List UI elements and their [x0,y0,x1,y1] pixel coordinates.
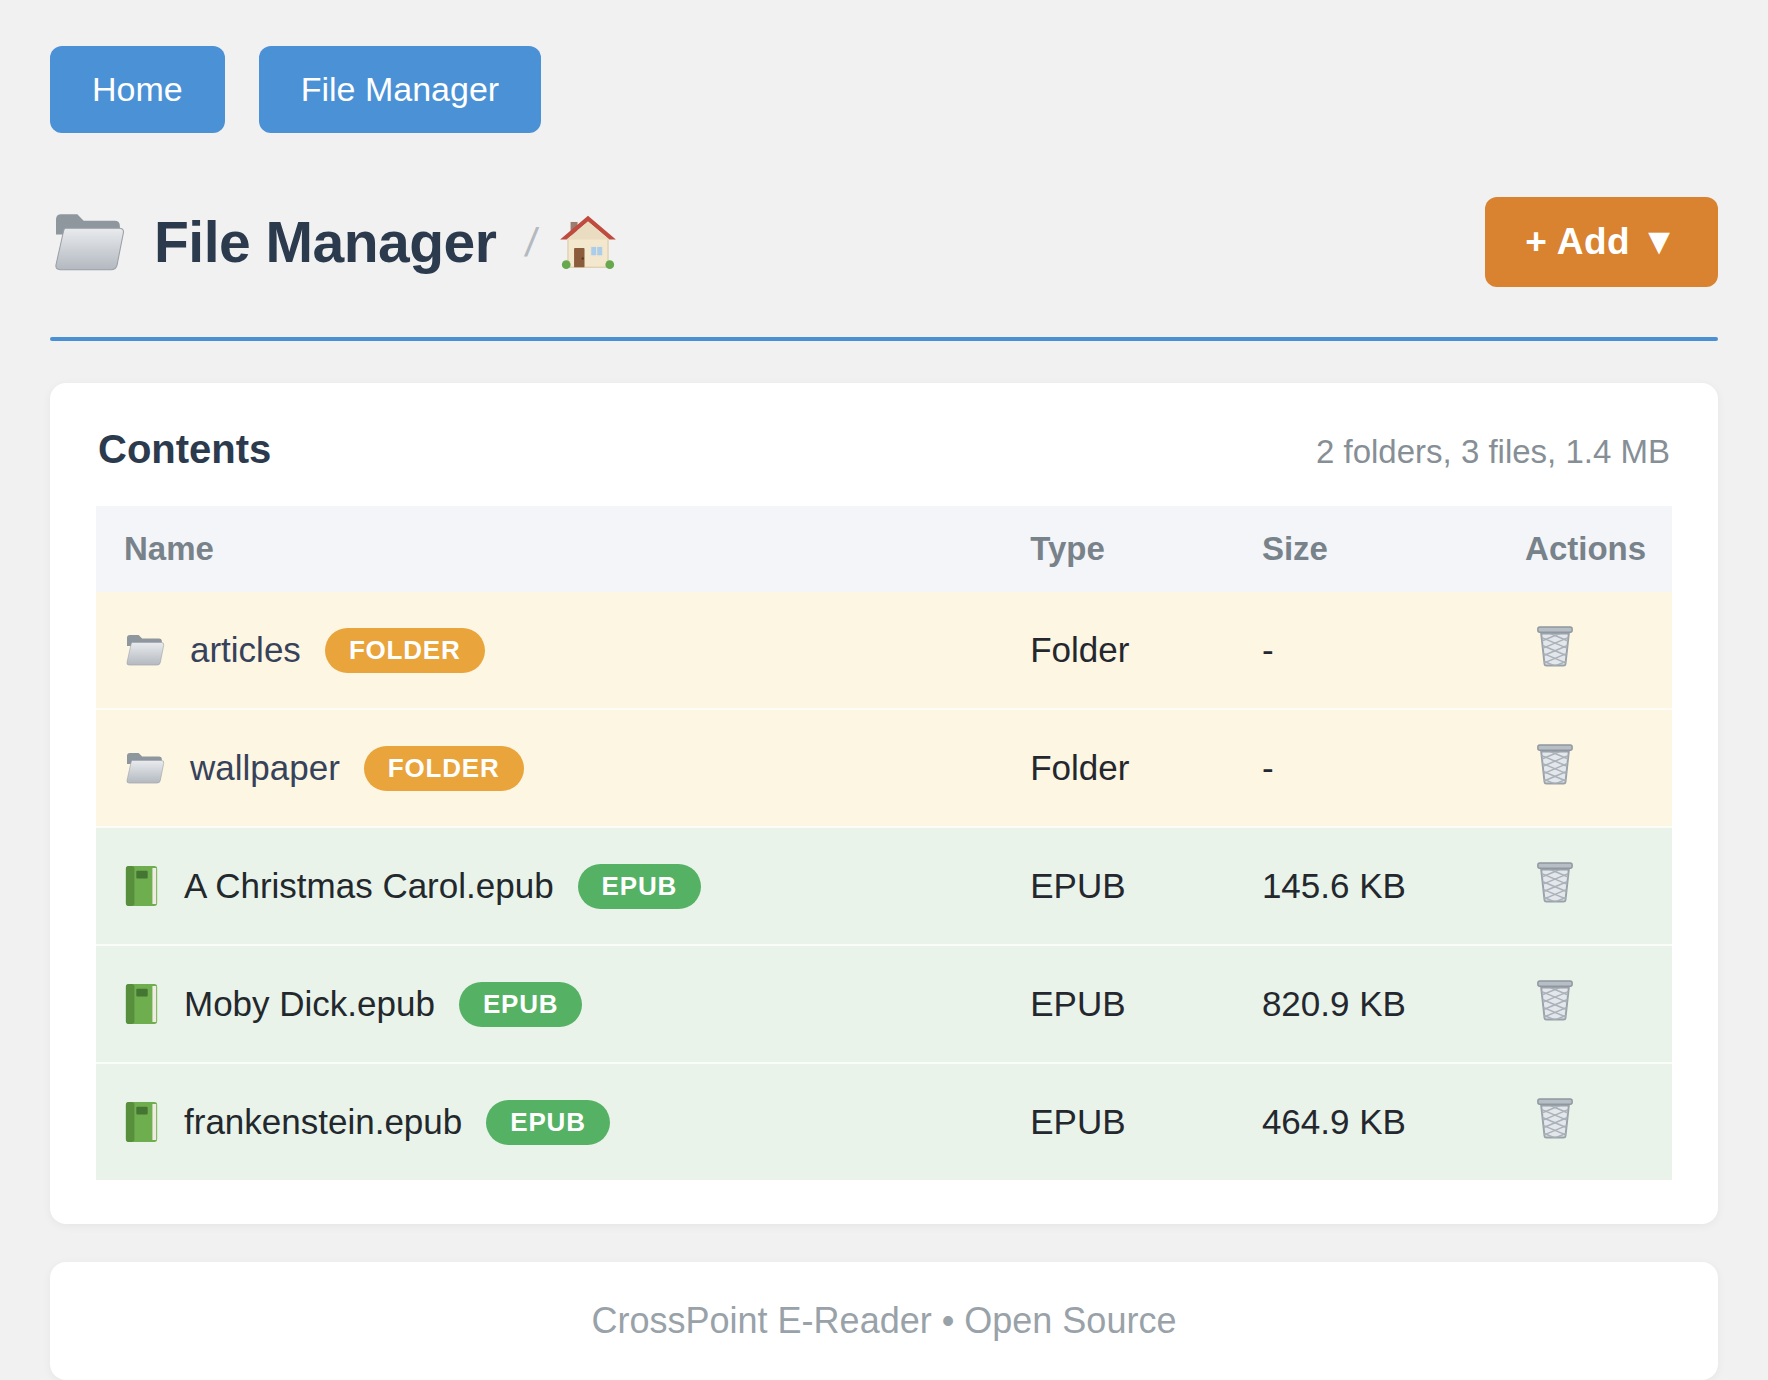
size-cell: 820.9 KB [1234,945,1497,1063]
size-cell: 464.9 KB [1234,1063,1497,1180]
file-table: Name Type Size Actions articles FOLDER [96,506,1672,1180]
size-cell: - [1234,592,1497,709]
file-name: wallpaper [190,748,340,788]
trash-icon [1535,1096,1575,1140]
table-row[interactable]: Moby Dick.epub EPUB EPUB 820.9 KB [96,945,1672,1063]
delete-button[interactable] [1535,1096,1575,1140]
title-group: File Manager / [50,209,616,275]
folder-icon [124,750,166,786]
delete-button[interactable] [1535,978,1575,1022]
contents-card: Contents 2 folders, 3 files, 1.4 MB Name… [50,383,1718,1224]
delete-button[interactable] [1535,742,1575,786]
page-header: File Manager / + Add ▼ [50,197,1718,287]
type-cell: EPUB [1002,1063,1234,1180]
delete-button[interactable] [1535,624,1575,668]
file-name: A Christmas Carol.epub [184,866,554,906]
type-cell: EPUB [1002,827,1234,945]
name-cell: Moby Dick.epub EPUB [96,945,1002,1063]
table-row[interactable]: articles FOLDER Folder - [96,592,1672,709]
nav-buttons: Home File Manager [50,46,1718,133]
actions-cell [1497,945,1672,1063]
actions-cell [1497,709,1672,827]
delete-button[interactable] [1535,860,1575,904]
breadcrumb-separator: / [523,220,540,265]
name-cell: A Christmas Carol.epub EPUB [96,827,1002,945]
epub-badge: EPUB [578,864,701,909]
folder-badge: FOLDER [364,746,524,791]
divider [50,337,1718,341]
contents-title: Contents [98,427,271,472]
table-header: Name Type Size Actions [96,506,1672,592]
column-header-type: Type [1002,506,1234,592]
type-cell: EPUB [1002,945,1234,1063]
contents-summary: 2 folders, 3 files, 1.4 MB [1316,433,1670,471]
trash-icon [1535,860,1575,904]
epub-badge: EPUB [486,1100,609,1145]
name-cell: articles FOLDER [96,592,1002,709]
add-button[interactable]: + Add ▼ [1485,197,1718,287]
book-icon [124,1101,160,1143]
folder-icon [124,632,166,668]
page: Home File Manager File Manager / + Add ▼… [0,0,1768,1380]
type-cell: Folder [1002,592,1234,709]
footer-text: CrossPoint E-Reader • Open Source [592,1300,1177,1341]
column-header-size: Size [1234,506,1497,592]
name-cell: wallpaper FOLDER [96,709,1002,827]
trash-icon [1535,978,1575,1022]
table-row[interactable]: frankenstein.epub EPUB EPUB 464.9 KB [96,1063,1672,1180]
column-header-actions: Actions [1497,506,1672,592]
trash-icon [1535,624,1575,668]
table-row[interactable]: wallpaper FOLDER Folder - [96,709,1672,827]
column-header-name: Name [96,506,1002,592]
book-icon [124,983,160,1025]
home-button[interactable]: Home [50,46,225,133]
type-cell: Folder [1002,709,1234,827]
folder-badge: FOLDER [325,628,485,673]
file-name: Moby Dick.epub [184,984,435,1024]
table-body: articles FOLDER Folder - wallpaper [96,592,1672,1180]
footer: CrossPoint E-Reader • Open Source [50,1262,1718,1380]
actions-cell [1497,827,1672,945]
folder-icon [50,209,128,275]
table-header-row: Name Type Size Actions [96,506,1672,592]
home-icon[interactable] [560,215,616,269]
actions-cell [1497,592,1672,709]
contents-card-header: Contents 2 folders, 3 files, 1.4 MB [96,427,1672,472]
file-name: articles [190,630,301,670]
name-cell: frankenstein.epub EPUB [96,1063,1002,1180]
size-cell: - [1234,709,1497,827]
size-cell: 145.6 KB [1234,827,1497,945]
trash-icon [1535,742,1575,786]
table-row[interactable]: A Christmas Carol.epub EPUB EPUB 145.6 K… [96,827,1672,945]
file-name: frankenstein.epub [184,1102,462,1142]
file-manager-button[interactable]: File Manager [259,46,541,133]
page-title: File Manager [154,209,496,275]
book-icon [124,865,160,907]
epub-badge: EPUB [459,982,582,1027]
actions-cell [1497,1063,1672,1180]
